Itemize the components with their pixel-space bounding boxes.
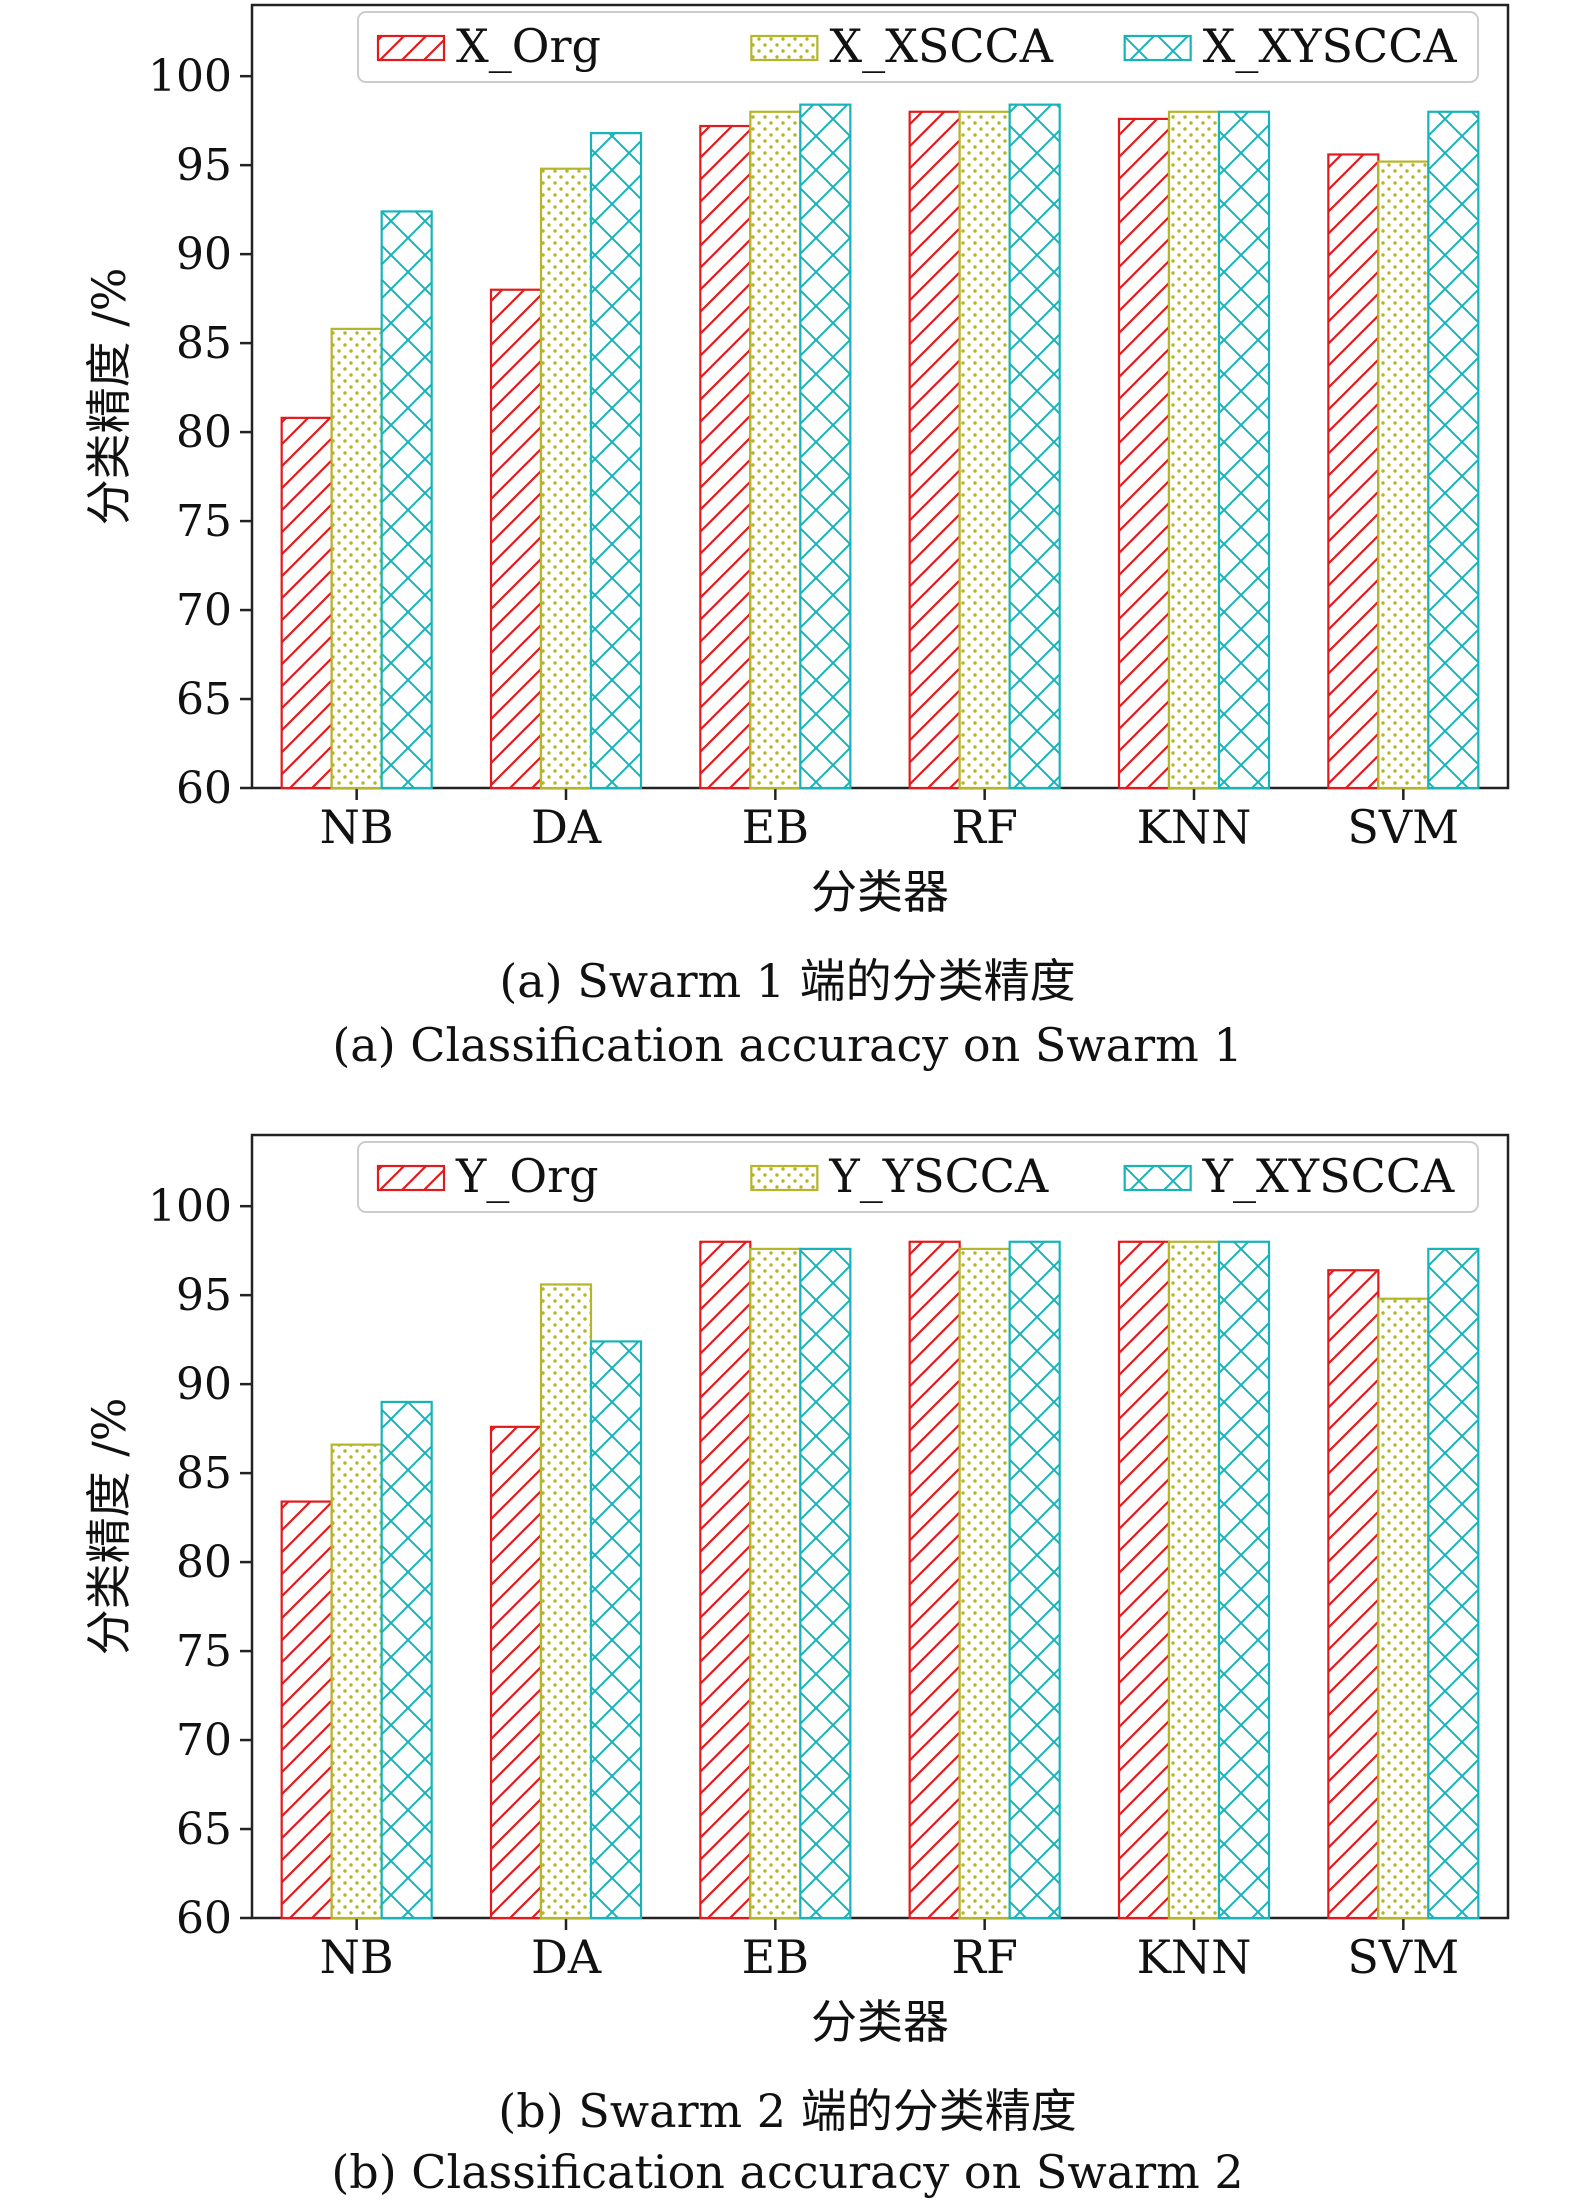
x-tick-label: RF — [951, 800, 1018, 854]
y-tick-label: 80 — [176, 407, 232, 458]
bar-X_Org-SVM — [1327, 153, 1380, 790]
bar-Y_XYSCCA-KNN — [1217, 1240, 1271, 1920]
legend-swatch-X_XYSCCA — [1123, 34, 1192, 62]
y-tick-label: 85 — [176, 1448, 232, 1499]
bar-X_XSCCA-RF — [958, 110, 1011, 790]
bar-X_XYSCCA-EB — [799, 103, 852, 790]
y-tick-label: 75 — [176, 1626, 232, 1677]
caption-cn-a: (a) Swarm 1 端的分类精度 — [499, 954, 1076, 1008]
bar-chart-b: 60 65 70 75 80 85 90 95 100 分类精度 /% NB DA EB RF KNN SVM… — [82, 1133, 1510, 2049]
y-tick-label: 70 — [176, 1715, 232, 1766]
y-tick-label: 90 — [176, 1359, 232, 1410]
legend-swatch-X_XSCCA — [750, 34, 819, 62]
legend-label-X_XSCCA: X_XSCCA — [829, 19, 1053, 73]
bar-X_XSCCA-EB — [749, 110, 802, 790]
chart-panel-a: 60 65 70 75 80 85 90 95 100 分类精度 /% NB DA EB RF KNN SVM… — [0, 0, 1575, 1100]
bar-Y_XYSCCA-EB — [799, 1247, 852, 1920]
x-tick-label: SVM — [1347, 1930, 1459, 1984]
legend-swatch-Y_YSCCA — [750, 1164, 819, 1192]
y-tick-label: 100 — [148, 51, 232, 102]
x-tick-label: RF — [951, 1930, 1018, 1984]
bar-Y_Org-NB — [280, 1500, 333, 1920]
x-tick-label: KNN — [1137, 1930, 1252, 1984]
legend-label-X_Org: X_Org — [456, 19, 601, 73]
bar-Y_YSCCA-KNN — [1167, 1240, 1221, 1920]
legend-label-Y_Org: Y_Org — [455, 1149, 599, 1203]
bar-X_Org-DA — [489, 288, 543, 790]
x-tick-label: EB — [742, 1930, 809, 1984]
bar-Y_YSCCA-RF — [958, 1247, 1011, 1920]
legend-label-Y_XYSCCA: Y_XYSCCA — [1202, 1149, 1455, 1203]
legend-swatch-X_Org — [376, 34, 446, 62]
bar-Y_Org-EB — [699, 1240, 752, 1920]
bar-Y_XYSCCA-SVM — [1427, 1247, 1480, 1920]
bar-Y_Org-DA — [489, 1425, 543, 1920]
bar-X_Org-KNN — [1117, 117, 1171, 790]
bar-X_XSCCA-NB — [330, 327, 383, 790]
x-axis-label: 分类器 — [811, 865, 949, 919]
y-tick-label: 85 — [176, 318, 232, 369]
bar-X_Org-EB — [699, 124, 752, 790]
caption-cn-b: (b) Swarm 2 端的分类精度 — [498, 2084, 1077, 2138]
bar-X_XSCCA-SVM — [1377, 160, 1430, 790]
y-tick-label: 95 — [176, 140, 232, 191]
x-tick-label: NB — [320, 1930, 394, 1984]
legend-swatch-Y_XYSCCA — [1123, 1164, 1192, 1192]
bar-X_XYSCCA-KNN — [1217, 110, 1271, 790]
bar-X_XSCCA-KNN — [1167, 110, 1221, 790]
bar-Y_Org-RF — [908, 1240, 961, 1920]
x-tick-label: EB — [742, 800, 809, 854]
chart-panel-b: 60 65 70 75 80 85 90 95 100 分类精度 /% NB DA EB RF KNN SVM… — [0, 1130, 1575, 2205]
bar-X_XSCCA-DA — [539, 167, 593, 790]
bar-X_Org-NB — [280, 416, 333, 790]
x-tick-label: DA — [531, 1930, 602, 1984]
bar-Y_YSCCA-DA — [539, 1283, 593, 1920]
y-tick-label: 70 — [176, 585, 232, 636]
bar-X_XYSCCA-NB — [380, 210, 433, 790]
bar-X_XYSCCA-SVM — [1427, 110, 1480, 790]
y-tick-label: 75 — [176, 496, 232, 547]
bar-Y_Org-SVM — [1327, 1269, 1380, 1920]
bar-X_XYSCCA-DA — [589, 132, 643, 790]
legend-label-X_XYSCCA: X_XYSCCA — [1203, 19, 1458, 73]
legend-swatch-Y_Org — [376, 1164, 446, 1192]
bar-X_Org-RF — [908, 110, 961, 790]
y-tick-label: 60 — [176, 763, 232, 814]
bar-chart-a: 60 65 70 75 80 85 90 95 100 分类精度 /% NB DA EB RF KNN SVM… — [82, 3, 1510, 919]
x-tick-label: DA — [531, 800, 602, 854]
legend-label-Y_YSCCA: Y_YSCCA — [828, 1149, 1049, 1203]
y-tick-label: 90 — [176, 229, 232, 280]
caption-en-a: (a) Classification accuracy on Swarm 1 — [332, 1018, 1243, 1072]
y-axis-label: 分类精度 /% — [82, 1398, 136, 1656]
bar-Y_YSCCA-EB — [749, 1247, 802, 1920]
y-tick-label: 80 — [176, 1537, 232, 1588]
y-tick-label: 65 — [176, 674, 232, 725]
y-axis-label: 分类精度 /% — [82, 268, 136, 526]
y-tick-label: 100 — [148, 1181, 232, 1232]
plot-frame — [250, 1133, 1510, 1920]
y-tick-label: 60 — [176, 1893, 232, 1944]
y-tick-label: 95 — [176, 1270, 232, 1321]
x-tick-label: SVM — [1347, 800, 1459, 854]
y-tick-label: 65 — [176, 1804, 232, 1855]
bar-X_XYSCCA-RF — [1008, 103, 1061, 790]
bar-Y_XYSCCA-RF — [1008, 1240, 1061, 1920]
bar-Y_YSCCA-NB — [330, 1443, 383, 1920]
plot-frame — [250, 3, 1510, 790]
x-tick-label: NB — [320, 800, 394, 854]
bar-Y_Org-KNN — [1117, 1240, 1171, 1920]
legend-box — [357, 1141, 1479, 1213]
bar-Y_XYSCCA-NB — [380, 1400, 433, 1920]
x-axis-label: 分类器 — [811, 1995, 949, 2049]
legend-box — [357, 11, 1479, 83]
x-tick-label: KNN — [1137, 800, 1252, 854]
bar-Y_YSCCA-SVM — [1377, 1297, 1430, 1920]
caption-en-b: (b) Classification accuracy on Swarm 2 — [331, 2145, 1244, 2199]
bar-Y_XYSCCA-DA — [589, 1340, 643, 1920]
